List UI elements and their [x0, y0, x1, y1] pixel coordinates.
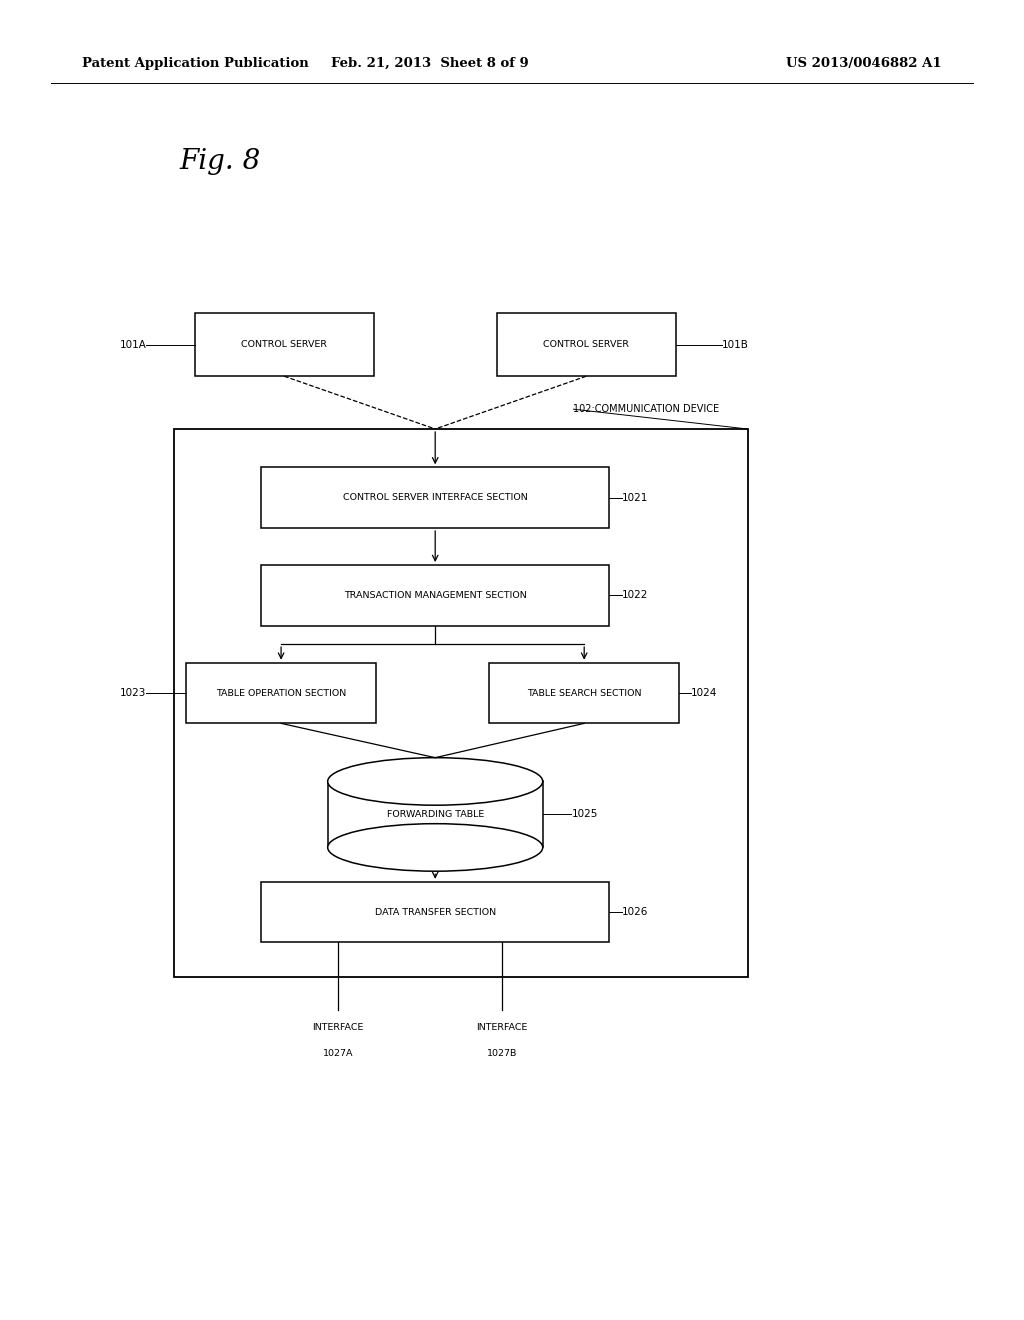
- FancyBboxPatch shape: [186, 663, 376, 723]
- Ellipse shape: [328, 758, 543, 805]
- Text: 1027B: 1027B: [486, 1049, 517, 1059]
- Text: 101A: 101A: [120, 339, 146, 350]
- Text: 1024: 1024: [691, 688, 718, 698]
- Text: CONTROL SERVER: CONTROL SERVER: [242, 341, 327, 348]
- FancyBboxPatch shape: [174, 429, 748, 977]
- Text: TABLE OPERATION SECTION: TABLE OPERATION SECTION: [216, 689, 346, 697]
- Text: FORWARDING TABLE: FORWARDING TABLE: [387, 810, 483, 818]
- Text: TRANSACTION MANAGEMENT SECTION: TRANSACTION MANAGEMENT SECTION: [344, 591, 526, 599]
- Text: 102:COMMUNICATION DEVICE: 102:COMMUNICATION DEVICE: [573, 404, 720, 414]
- Text: 1025: 1025: [571, 809, 598, 820]
- Text: DATA TRANSFER SECTION: DATA TRANSFER SECTION: [375, 908, 496, 916]
- Text: 1027A: 1027A: [323, 1049, 353, 1059]
- Text: INTERFACE: INTERFACE: [476, 1023, 527, 1032]
- FancyBboxPatch shape: [195, 313, 374, 376]
- FancyBboxPatch shape: [261, 467, 609, 528]
- FancyBboxPatch shape: [489, 663, 679, 723]
- Text: CONTROL SERVER INTERFACE SECTION: CONTROL SERVER INTERFACE SECTION: [343, 494, 527, 502]
- Text: 1023: 1023: [120, 688, 146, 698]
- FancyBboxPatch shape: [328, 781, 543, 847]
- FancyBboxPatch shape: [261, 565, 609, 626]
- Text: US 2013/0046882 A1: US 2013/0046882 A1: [786, 57, 942, 70]
- Text: 101B: 101B: [722, 339, 749, 350]
- Text: INTERFACE: INTERFACE: [312, 1023, 364, 1032]
- Ellipse shape: [328, 824, 543, 871]
- Text: CONTROL SERVER: CONTROL SERVER: [544, 341, 629, 348]
- Text: Patent Application Publication: Patent Application Publication: [82, 57, 308, 70]
- Text: TABLE SEARCH SECTION: TABLE SEARCH SECTION: [527, 689, 641, 697]
- Text: 1021: 1021: [622, 492, 648, 503]
- FancyBboxPatch shape: [261, 882, 609, 942]
- Text: 1026: 1026: [622, 907, 648, 917]
- Text: Feb. 21, 2013  Sheet 8 of 9: Feb. 21, 2013 Sheet 8 of 9: [331, 57, 529, 70]
- Text: Fig. 8: Fig. 8: [179, 148, 260, 174]
- Text: 1022: 1022: [622, 590, 648, 601]
- FancyBboxPatch shape: [497, 313, 676, 376]
